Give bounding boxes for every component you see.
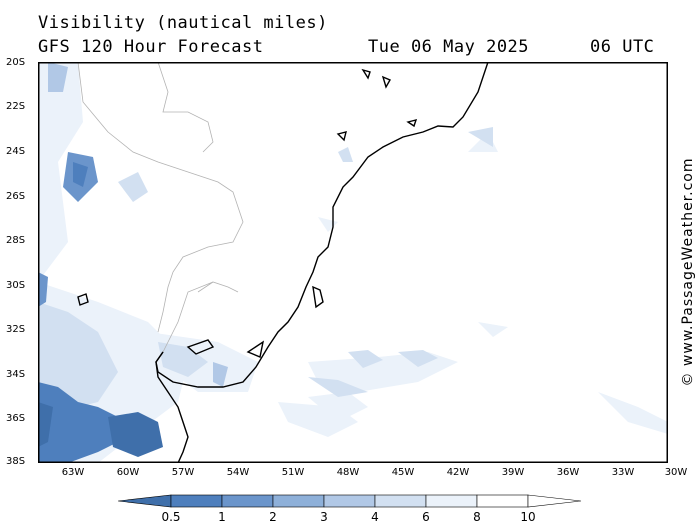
colorbar-legend (118, 494, 582, 508)
lon-label: 57W (171, 467, 195, 478)
lon-label: 39W (501, 467, 525, 478)
legend-label: 2 (269, 510, 277, 524)
lat-label: 36S (6, 413, 26, 424)
lon-label: 63W (61, 467, 85, 478)
visibility-map (38, 62, 668, 463)
lat-label: 34S (6, 369, 26, 380)
lon-label: 36W (556, 467, 580, 478)
legend-swatch (425, 494, 478, 508)
lat-label: 26S (6, 191, 26, 202)
lon-label: 30W (664, 467, 688, 478)
lat-label: 28S (6, 235, 26, 246)
legend-swatch (323, 494, 376, 508)
legend-swatch (476, 494, 529, 508)
legend-label: 8 (473, 510, 481, 524)
legend-label: 0.5 (161, 510, 181, 524)
lat-label: 20S (6, 57, 26, 68)
legend-arrow-low (118, 494, 172, 508)
lat-label: 30S (6, 280, 26, 291)
legend-swatch (272, 494, 325, 508)
legend-label: 6 (422, 510, 430, 524)
forecast-time: 06 UTC (590, 37, 655, 57)
country-borders (77, 62, 244, 353)
visibility-shading (38, 62, 668, 463)
legend-swatch (170, 494, 223, 508)
map-frame (38, 62, 668, 463)
lon-label: 51W (281, 467, 305, 478)
lat-label: 32S (6, 324, 26, 335)
lat-label: 24S (6, 146, 26, 157)
forecast-date: Tue 06 May 2025 (368, 37, 530, 57)
coastline (77, 62, 489, 463)
legend-label: 10 (520, 510, 536, 524)
lat-label: 38S (6, 456, 26, 467)
lon-label: 42W (446, 467, 470, 478)
copyright-text: © www.PassageWeather.com (680, 157, 696, 387)
legend-label: 3 (320, 510, 328, 524)
legend-label: 1 (218, 510, 226, 524)
lon-label: 60W (116, 467, 140, 478)
map-title: Visibility (nautical miles) (38, 13, 328, 33)
legend-arrow-high (527, 494, 582, 508)
legend-label: 4 (371, 510, 379, 524)
lon-label: 54W (226, 467, 250, 478)
legend-swatch (221, 494, 274, 508)
forecast-subtitle: GFS 120 Hour Forecast (38, 37, 264, 57)
lon-label: 48W (336, 467, 360, 478)
lon-label: 45W (391, 467, 415, 478)
lat-label: 22S (6, 101, 26, 112)
legend-swatch (374, 494, 427, 508)
lon-label: 33W (611, 467, 635, 478)
